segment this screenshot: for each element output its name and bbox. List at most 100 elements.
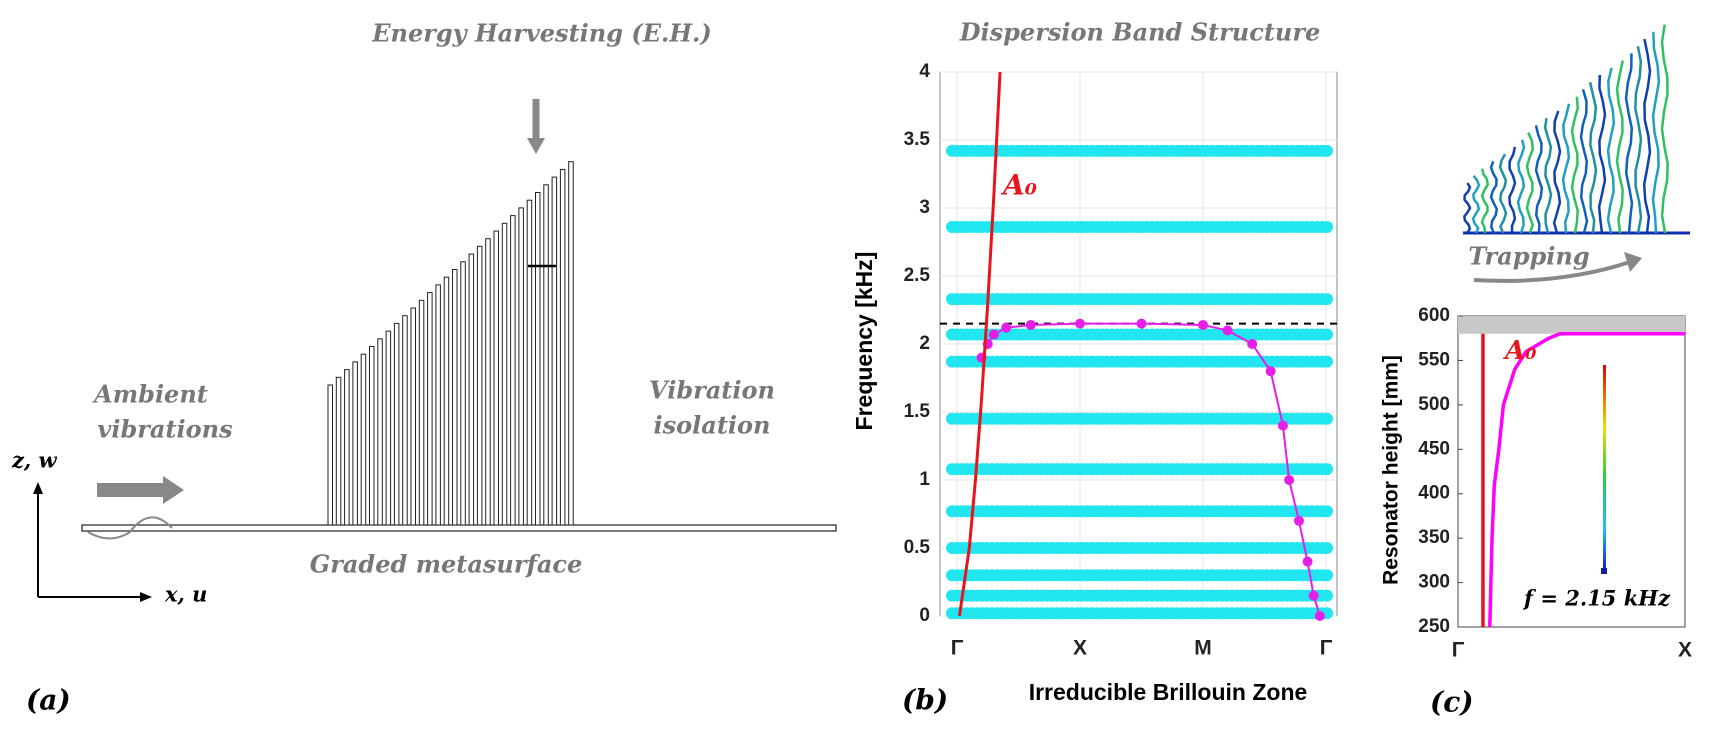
annotation: A₀ [1000, 169, 1037, 202]
inset-resonator [1534, 125, 1544, 234]
point [1277, 420, 1288, 431]
note: f = 2.15 kHz [1522, 586, 1671, 611]
resonator [518, 207, 524, 526]
x-tick-label: X [1678, 639, 1692, 662]
panel-a: Energy Harvesting (E.H.) Ambient vibrati… [11, 19, 837, 717]
y-tick-label: 2.5 [904, 265, 931, 286]
point [1222, 325, 1233, 336]
inset-resonator [1570, 96, 1580, 234]
point [1284, 475, 1295, 485]
eh-title: Energy Harvesting (E.H.) [371, 19, 712, 48]
x-tick-label: X [1073, 637, 1087, 660]
z-head [33, 482, 43, 494]
inset-resonator [1516, 139, 1526, 234]
inset-resonator [1642, 38, 1652, 234]
chart-title: Dispersion Band Structure [959, 18, 1321, 47]
point [1302, 556, 1313, 567]
y-tick-label: 500 [1418, 394, 1450, 415]
source-text: vibrations [97, 415, 233, 444]
resonator [427, 292, 433, 526]
beam [81, 524, 837, 532]
inset-resonator [1597, 74, 1607, 234]
inset-resonator [1606, 67, 1616, 234]
y-tick-label: 350 [1418, 527, 1450, 548]
resonator [485, 238, 491, 526]
inset-resonator [1588, 81, 1598, 234]
inset-resonator [1634, 45, 1643, 234]
resonator [393, 322, 400, 526]
point [1314, 611, 1325, 621]
y-tick-label: 3 [919, 197, 930, 218]
resonator [551, 176, 558, 526]
resonator [468, 253, 475, 526]
inset-resonator [1498, 153, 1508, 234]
y-tick-label: 1.5 [904, 401, 931, 422]
isolation-text: isolation [654, 411, 771, 440]
point [1308, 590, 1319, 601]
inset-caption: Trapping [1468, 242, 1589, 271]
point [988, 329, 999, 340]
y-axis-title: Resonator height [mm] [1380, 355, 1403, 585]
point [1293, 515, 1304, 526]
point [1075, 318, 1085, 329]
y-tick-label: 300 [1418, 572, 1450, 593]
x-tick-label: Γ [1452, 639, 1465, 662]
y-axis-title: Frequency [kHz] [851, 252, 877, 431]
inset-resonator [1471, 175, 1481, 234]
x-axis-title: Irreducible Brillouin Zone [1029, 679, 1308, 705]
caption: Graded metasurface [310, 550, 583, 579]
inset-resonator [1651, 31, 1661, 234]
inset-resonator [1480, 168, 1490, 234]
isolation-text: Vibration [649, 376, 775, 405]
point [1025, 319, 1036, 330]
resonator [452, 269, 458, 526]
inset-resonator [1660, 24, 1669, 234]
resonator [410, 307, 416, 526]
resonator [327, 384, 333, 526]
y-tick-label: 600 [1418, 305, 1450, 326]
resonator [360, 353, 367, 526]
inset: Trapping [1463, 24, 1690, 283]
y-tick-label: 0.5 [904, 537, 931, 558]
trap-arrow-head [1624, 252, 1642, 272]
resonator [344, 369, 350, 526]
resonator [501, 222, 508, 526]
inset-resonator [1561, 103, 1571, 234]
inset-resonator [1543, 118, 1553, 234]
point [1247, 339, 1258, 349]
x-label: x, u [164, 582, 207, 607]
annotation: A₀ [1502, 336, 1537, 366]
y-tick-label: 550 [1418, 349, 1450, 370]
eh-arrow-head [527, 138, 545, 154]
resonator [568, 161, 574, 526]
resonator [402, 315, 408, 526]
inset-resonator [1463, 182, 1472, 234]
inset-resonator [1615, 60, 1625, 234]
inset-resonator [1508, 146, 1517, 234]
resonator [435, 284, 441, 526]
point [1198, 319, 1208, 330]
x-head [140, 592, 152, 602]
inset-resonator [1489, 160, 1499, 234]
resonator [335, 376, 342, 526]
resonator [369, 346, 375, 526]
z-label: z, w [11, 448, 58, 473]
resonator [352, 361, 358, 526]
y-tick-label: 2 [919, 333, 930, 354]
wave [87, 516, 173, 540]
resonator [510, 215, 516, 526]
inset-resonator [1579, 89, 1589, 234]
y-tick-label: 1 [919, 469, 930, 490]
y-tick-label: 3.5 [904, 129, 931, 150]
resonator [476, 245, 483, 526]
resonator [535, 192, 541, 526]
curve [1488, 332, 1685, 628]
resonator [377, 338, 383, 526]
resonator [443, 276, 450, 526]
inset-resonator [1552, 110, 1562, 234]
inset-resonator [1525, 132, 1535, 234]
inset-resonator [1624, 53, 1634, 234]
resonator [526, 199, 533, 526]
x-tick-label: Γ [1320, 637, 1333, 660]
